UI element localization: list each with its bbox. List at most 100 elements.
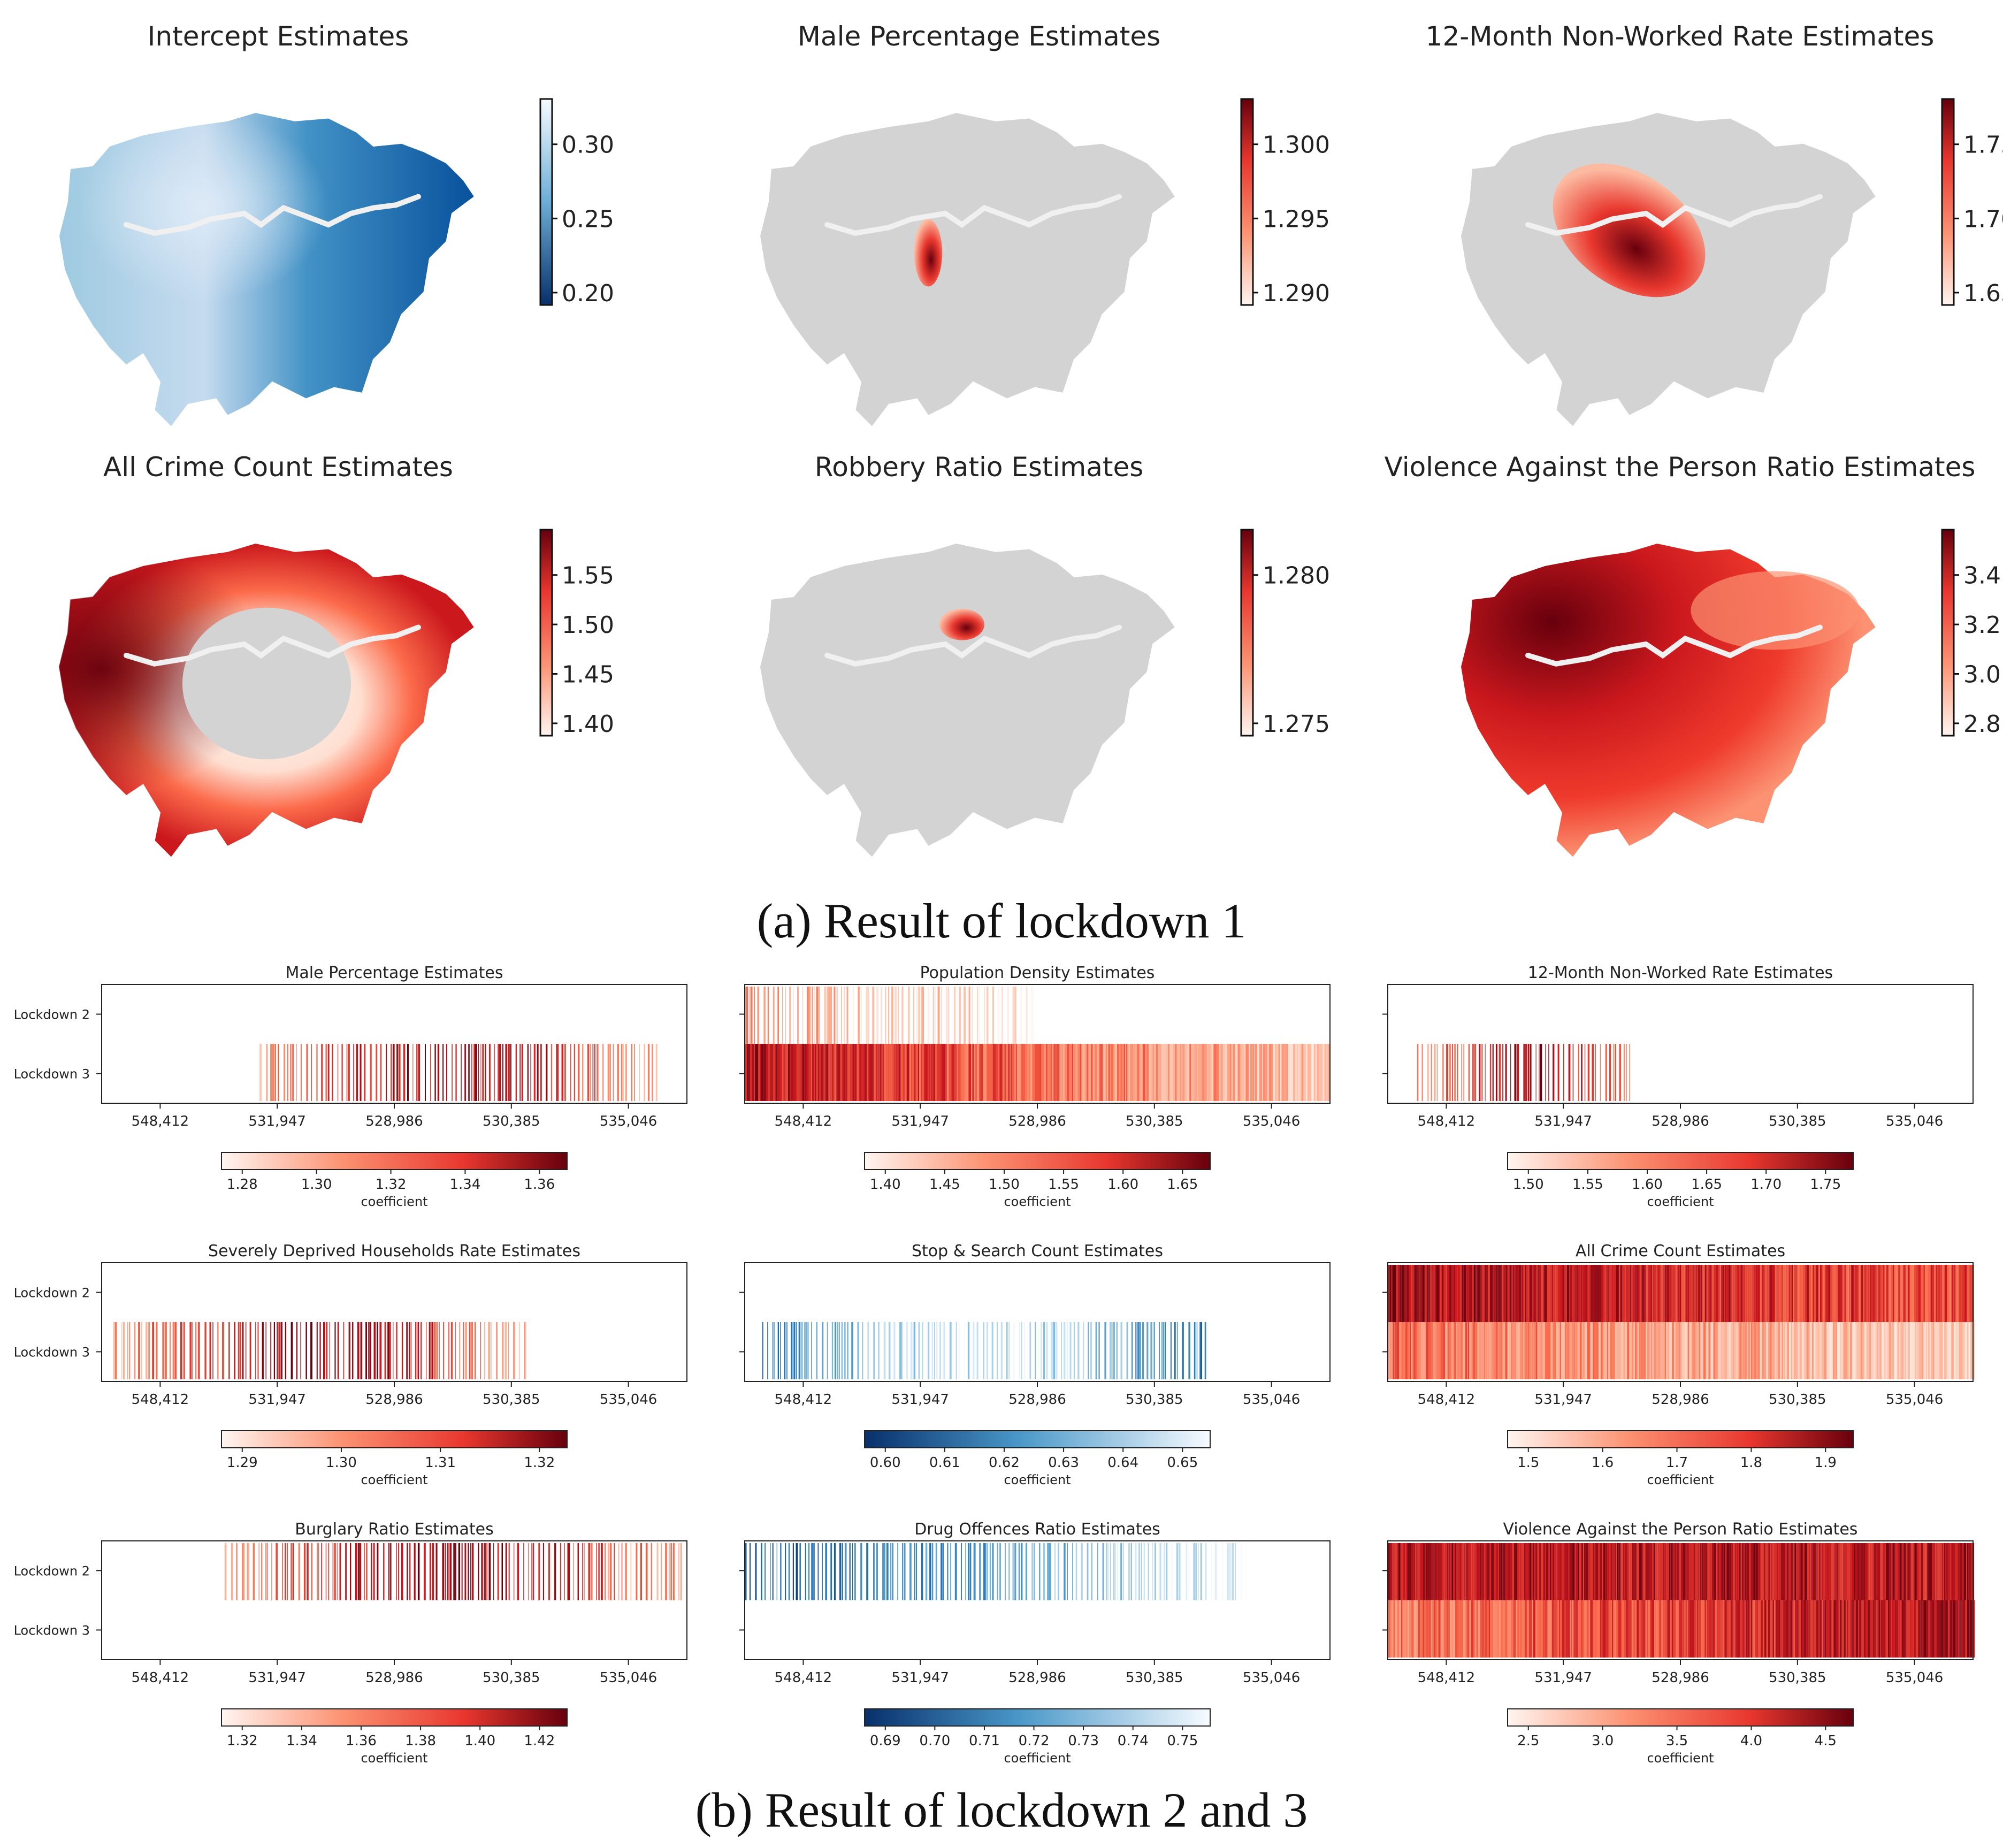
strip-bar [1532,1600,1533,1658]
strip-bar [1396,1265,1398,1322]
strip-bar [1205,1543,1207,1600]
strip-bar [1461,1322,1463,1379]
strip-bar [1715,1600,1717,1658]
strip-bar [782,1044,785,1101]
strip-bar [814,987,815,1044]
strip-bar [1823,1543,1825,1600]
strip-bar [1641,1543,1642,1600]
strip-bar [1964,1265,1967,1322]
strip-bar [815,1044,816,1101]
strip-bar [780,1543,782,1600]
strip-bar [1448,1322,1449,1379]
strip-bar [1631,1265,1633,1322]
strip-bar [1736,1322,1739,1379]
strip-bar [1619,1322,1621,1379]
strip-bar [1180,1543,1182,1600]
strip-bar [996,1044,999,1101]
strip-bar [966,1044,968,1101]
strip-bar [984,1044,987,1101]
strip-bar [751,987,753,1044]
strip-bar [1880,1265,1883,1322]
strip-bar [1648,1322,1650,1379]
strip-bar [291,1044,293,1101]
strip-bar [1812,1322,1813,1379]
strip-bar [172,1322,174,1379]
strip-bar [1783,1322,1784,1379]
strip-bar [1733,1322,1734,1379]
strip-bar [1822,1322,1824,1379]
strip-bar [1664,1600,1666,1658]
strip-bar [1428,1322,1430,1379]
strip-bar [334,1543,335,1600]
strip-bar [1622,1265,1625,1322]
strip-title: All Crime Count Estimates [1576,1242,1785,1261]
strip-bar [323,1322,325,1379]
strip-bar [1584,1543,1586,1600]
strip-bar [1388,1322,1390,1379]
strip-bar [1104,1322,1106,1379]
strip-bar [1627,1265,1630,1322]
strip-bar [1579,1543,1581,1600]
strip-bar [1286,1044,1288,1101]
strip-bar [1220,1044,1222,1101]
strip-bar [1618,1543,1619,1600]
strip-bar [1091,1543,1092,1600]
strip-bar [1760,1265,1762,1322]
x-tick-label: 530,385 [1126,1670,1183,1686]
strip-bar [1826,1600,1830,1658]
strip-bar [1767,1265,1768,1322]
strip-bar [887,1044,889,1101]
strip-bar [1724,1265,1726,1322]
strip-bar [1768,1322,1770,1379]
strip-bar [424,1543,426,1600]
strip-bar [670,1543,672,1600]
strip-bar [1520,1322,1522,1379]
strip-bar [1510,1600,1513,1658]
strip-bar [1658,1600,1660,1658]
strip-bar [1424,1543,1425,1600]
strip-bar [1923,1265,1925,1322]
strip-bar [1672,1265,1675,1322]
strip-bar [1889,1600,1892,1658]
strip-bar [1712,1600,1714,1658]
strip-bar [1855,1322,1857,1379]
strip-bar [1633,1600,1635,1658]
strip-bar [988,1044,990,1101]
strip-bar [1020,1044,1022,1101]
strip-bar [1836,1543,1839,1600]
strip-bar [1743,1265,1746,1322]
strip-bar [1967,1600,1969,1658]
strip-bar [768,1044,770,1101]
strip-bar [1778,1322,1780,1379]
strip-bar [1674,1543,1677,1600]
strip-bar [1491,1322,1494,1379]
strip-bar [771,1044,773,1101]
strip-bar [277,1322,278,1379]
strip-bar [1683,1322,1685,1379]
strip-bar [1844,1543,1847,1600]
strip-bar [1955,1265,1958,1322]
strip-bar [1539,1543,1541,1600]
strip-bar [334,1322,336,1379]
strip-bar [1643,1265,1645,1322]
strip-bar [1471,1600,1473,1658]
strip-bar [1790,1265,1792,1322]
strip-bar [1936,1265,1938,1322]
strip-bar [1676,1322,1679,1379]
strip-bar [1730,1265,1732,1322]
strip-bar [1465,1543,1467,1600]
strip-bar [1020,987,1022,1044]
strip-bar [1075,1543,1077,1600]
strip-bar [925,1044,927,1101]
strip-bar [1607,1265,1609,1322]
strip-bar [1794,1265,1795,1322]
strip-bar [1581,1600,1584,1658]
strip-bar [1934,1322,1936,1379]
strip-bar [1423,1322,1426,1379]
strip-bar [1113,1543,1114,1600]
strip-bar [1950,1600,1952,1658]
strip-bar [1844,1600,1845,1658]
colorbar [864,1430,1211,1448]
thames-river [1525,194,1823,236]
strip-bar [578,1044,580,1101]
